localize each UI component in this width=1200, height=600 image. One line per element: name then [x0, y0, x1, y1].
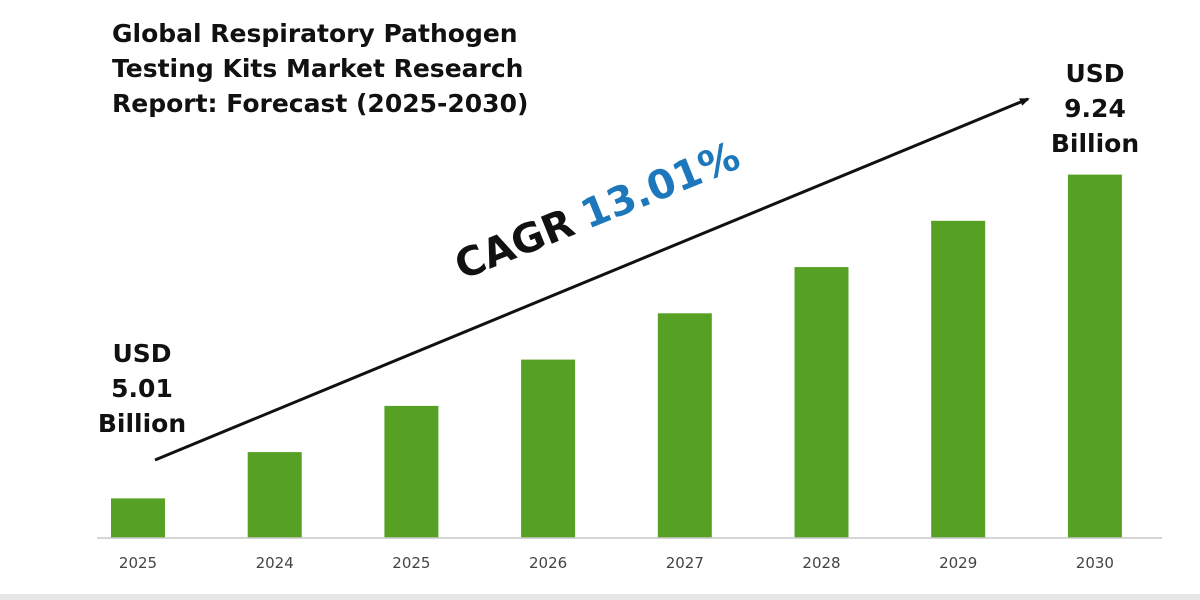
bar-3	[521, 359, 576, 538]
bar-2	[384, 405, 439, 538]
end-value-label-line-2: 9.24	[1064, 94, 1126, 123]
x-tick-label-2: 2025	[392, 554, 430, 572]
end-value-label-line-1: USD	[1065, 59, 1124, 88]
x-tick-label-5: 2028	[802, 554, 840, 572]
x-tick-label-6: 2029	[939, 554, 977, 572]
x-tick-label-7: 2030	[1076, 554, 1114, 572]
x-tick-label-3: 2026	[529, 554, 567, 572]
cagr-value: 13.01%	[575, 133, 747, 238]
x-tick-label-0: 2025	[119, 554, 157, 572]
bar-1	[247, 452, 302, 538]
start-value-label-line-3: Billion	[98, 409, 186, 438]
bar-6	[931, 220, 986, 539]
cagr-prefix: CAGR	[449, 200, 581, 289]
bars-group	[111, 174, 1122, 539]
x-tick-label-1: 2024	[256, 554, 294, 572]
bar-0	[111, 498, 165, 538]
x-axis-ticks: 2025 2024 2025 2026 2027 2028 2029 2030	[119, 554, 1114, 572]
growth-trend-arrow	[154, 97, 1030, 462]
chart-title-line-2: Testing Kits Market Research	[112, 54, 523, 83]
cagr-annotation: CAGR13.01%	[449, 133, 747, 289]
end-value-label-line-3: Billion	[1051, 129, 1139, 158]
bar-5	[794, 267, 849, 538]
x-tick-label-4: 2027	[666, 554, 704, 572]
start-value-label-line-1: USD	[112, 339, 171, 368]
chart-title-line-3: Report: Forecast (2025-2030)	[112, 89, 528, 118]
chart-title-line-1: Global Respiratory Pathogen	[112, 19, 518, 48]
bar-4	[657, 313, 712, 538]
bar-7	[1067, 174, 1122, 538]
start-value-label-line-2: 5.01	[111, 374, 173, 403]
bottom-border	[0, 594, 1200, 600]
